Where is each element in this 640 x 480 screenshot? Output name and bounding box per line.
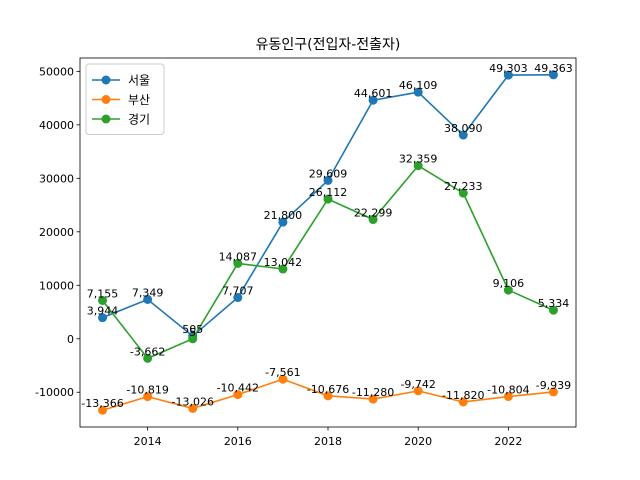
data-label: 29,609 bbox=[309, 167, 348, 180]
y-tick-label: 10000 bbox=[39, 279, 74, 292]
data-label: -10,804 bbox=[487, 384, 529, 397]
x-tick-label: 2018 bbox=[314, 435, 342, 448]
data-label: 13,042 bbox=[264, 256, 303, 269]
data-label: 5,334 bbox=[538, 297, 570, 310]
data-point bbox=[548, 305, 558, 315]
data-point bbox=[368, 394, 378, 404]
chart-title: 유동인구(전입자-전출자) bbox=[256, 37, 401, 53]
data-point bbox=[548, 70, 558, 80]
x-tick-label: 2014 bbox=[134, 435, 162, 448]
data-point bbox=[233, 390, 243, 400]
data-label: 49,303 bbox=[489, 62, 528, 75]
data-point bbox=[323, 391, 333, 401]
data-label: 14,087 bbox=[219, 250, 258, 263]
data-point bbox=[413, 161, 423, 171]
y-tick-label: 0 bbox=[67, 333, 74, 346]
data-label: -13,026 bbox=[171, 395, 213, 408]
data-label: -10,676 bbox=[307, 383, 349, 396]
y-tick-label: 30000 bbox=[39, 172, 74, 185]
data-point bbox=[413, 87, 423, 97]
legend-marker bbox=[101, 75, 111, 85]
data-label: 7,707 bbox=[222, 285, 254, 298]
data-point bbox=[98, 405, 108, 415]
data-label: 22,299 bbox=[354, 207, 393, 220]
data-point bbox=[413, 386, 423, 396]
data-point bbox=[458, 397, 468, 407]
data-point bbox=[323, 175, 333, 185]
data-point bbox=[98, 313, 108, 323]
series-line-0 bbox=[102, 73, 554, 337]
legend-marker bbox=[101, 114, 111, 124]
data-label: -13,366 bbox=[81, 397, 123, 410]
legend-marker bbox=[101, 95, 111, 104]
data-label: 9,106 bbox=[493, 277, 525, 290]
data-point bbox=[143, 353, 153, 363]
data-label: -9,939 bbox=[536, 379, 571, 392]
y-tick-label: 20000 bbox=[39, 226, 74, 239]
data-point bbox=[188, 334, 198, 344]
data-point bbox=[278, 217, 288, 227]
data-label: 5 bbox=[189, 326, 196, 339]
data-label: 3,944 bbox=[87, 305, 119, 318]
data-point bbox=[548, 387, 558, 397]
legend-label: 경기 bbox=[128, 113, 150, 127]
y-tick-label: -10000 bbox=[35, 386, 74, 399]
data-point bbox=[503, 285, 513, 295]
data-label: 27,233 bbox=[444, 180, 483, 193]
data-point bbox=[503, 392, 513, 402]
data-point bbox=[323, 194, 333, 204]
data-point bbox=[143, 294, 153, 304]
data-point bbox=[233, 258, 243, 268]
x-tick-label: 2016 bbox=[224, 435, 252, 448]
data-label: 49,363 bbox=[534, 62, 573, 75]
data-point bbox=[278, 374, 288, 384]
legend-label: 부산 bbox=[128, 93, 150, 107]
data-point bbox=[458, 188, 468, 198]
data-label: 32,359 bbox=[399, 153, 438, 166]
data-point bbox=[188, 403, 198, 413]
data-label: -7,561 bbox=[265, 366, 300, 379]
x-tick-label: 2020 bbox=[404, 435, 432, 448]
x-tick-label: 2022 bbox=[494, 435, 522, 448]
data-label: 21,800 bbox=[264, 209, 303, 222]
data-label: 26,112 bbox=[309, 186, 348, 199]
data-label: -10,819 bbox=[126, 384, 168, 397]
data-point bbox=[278, 264, 288, 274]
data-point bbox=[503, 70, 513, 80]
data-label: -11,280 bbox=[352, 386, 394, 399]
data-point bbox=[98, 295, 108, 305]
data-point bbox=[368, 215, 378, 225]
data-label: -3,662 bbox=[130, 345, 165, 358]
data-label: 7,349 bbox=[132, 286, 164, 299]
data-point bbox=[233, 293, 243, 303]
data-label: 505 bbox=[182, 323, 203, 336]
data-point bbox=[368, 95, 378, 105]
legend-label: 서울 bbox=[128, 74, 150, 88]
y-tick-label: 50000 bbox=[39, 65, 74, 78]
data-label: -11,820 bbox=[442, 389, 484, 402]
data-label: 46,109 bbox=[399, 79, 438, 92]
data-label: -10,442 bbox=[217, 382, 259, 395]
data-point bbox=[458, 130, 468, 140]
data-label: 44,601 bbox=[354, 87, 393, 100]
data-label: 38,090 bbox=[444, 122, 483, 135]
y-tick-label: 40000 bbox=[39, 119, 74, 132]
data-label: 7,155 bbox=[87, 287, 119, 300]
data-point bbox=[143, 392, 153, 402]
data-label: -9,742 bbox=[400, 378, 435, 391]
